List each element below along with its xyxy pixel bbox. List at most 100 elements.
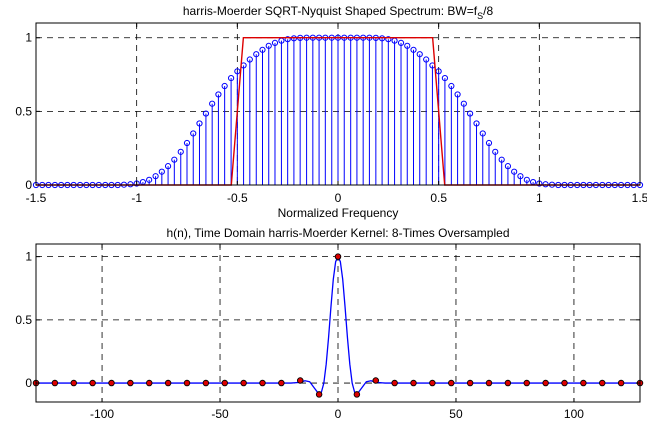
y-tick-label: 1 bbox=[25, 31, 32, 45]
spectrum-stems bbox=[32, 34, 644, 189]
stem-marker bbox=[473, 120, 480, 127]
spectrum-xlabel: Normalized Frequency bbox=[278, 206, 399, 220]
stem-marker bbox=[404, 42, 411, 49]
stem-marker bbox=[416, 51, 423, 58]
stem-marker bbox=[517, 173, 524, 180]
stem-marker bbox=[536, 180, 543, 187]
kernel-sample-marker bbox=[145, 379, 153, 387]
x-tick-label: 50 bbox=[449, 407, 463, 421]
stem-marker bbox=[183, 139, 191, 147]
stem-marker bbox=[259, 46, 266, 53]
kernel-sample-marker bbox=[561, 379, 568, 387]
y-tick-label: 0 bbox=[25, 376, 32, 390]
x-tick-label: -50 bbox=[211, 407, 229, 421]
x-tick-label: -1.5 bbox=[26, 191, 47, 205]
x-tick-label: 0 bbox=[335, 407, 342, 421]
stem-marker bbox=[215, 91, 222, 98]
stem-marker bbox=[265, 42, 272, 49]
kernel-title: h(n), Time Domain harris-Moerder Kernel:… bbox=[167, 226, 510, 240]
kernel-sample-marker bbox=[504, 379, 512, 387]
stem-marker bbox=[127, 181, 134, 188]
y-tick-label: 0 bbox=[25, 178, 32, 192]
x-tick-label: 100 bbox=[564, 407, 584, 421]
stem-marker bbox=[466, 110, 474, 117]
kernel-sample-marker bbox=[599, 379, 606, 387]
stem-marker bbox=[177, 148, 184, 155]
x-tick-label: 1.5 bbox=[632, 191, 647, 205]
kernel-sample-marker bbox=[259, 379, 266, 387]
stem-marker bbox=[271, 39, 279, 46]
stem-marker bbox=[171, 156, 178, 163]
stem-marker bbox=[190, 130, 197, 137]
kernel-sample-marker bbox=[448, 379, 455, 387]
y-tick-label: 0.5 bbox=[15, 313, 32, 327]
kernel-markers bbox=[32, 253, 644, 398]
stem-marker bbox=[460, 100, 467, 107]
stem-marker bbox=[385, 36, 392, 43]
kernel-grid bbox=[36, 244, 640, 402]
kernel-sample-marker bbox=[580, 379, 587, 387]
kernel-subplot: h(n), Time Domain harris-Moerder Kernel:… bbox=[15, 226, 644, 421]
kernel-sample-marker bbox=[89, 379, 96, 387]
kernel-sample-marker bbox=[523, 379, 531, 387]
kernel-sample-marker bbox=[127, 379, 134, 387]
kernel-sample-marker bbox=[51, 379, 59, 387]
stem-marker bbox=[448, 82, 455, 90]
stem-marker bbox=[485, 139, 493, 147]
stem-marker bbox=[479, 130, 486, 137]
x-tick-label: 0.5 bbox=[430, 191, 447, 205]
x-tick-label: -0.5 bbox=[227, 191, 248, 205]
kernel-sample-marker bbox=[466, 379, 474, 387]
kernel-sample-marker bbox=[485, 379, 493, 387]
stem-marker bbox=[492, 148, 499, 155]
kernel-ticks: -100 -50 0 50 100 0 0.5 1 bbox=[15, 244, 640, 421]
x-tick-label: -1 bbox=[131, 191, 142, 205]
stem-marker bbox=[423, 56, 430, 63]
kernel-sample-marker bbox=[410, 379, 417, 387]
y-tick-label: 0.5 bbox=[15, 104, 32, 118]
kernel-sample-marker bbox=[183, 379, 191, 387]
stem-marker bbox=[133, 180, 140, 187]
spectrum-title: harris-Moerder SQRT-Nyquist Shaped Spect… bbox=[183, 4, 494, 21]
kernel-sample-marker bbox=[353, 391, 361, 398]
y-tick-label: 1 bbox=[25, 250, 32, 264]
kernel-sample-marker bbox=[315, 391, 323, 398]
stem-marker bbox=[253, 51, 260, 58]
stem-marker bbox=[164, 163, 172, 170]
kernel-sample-marker bbox=[108, 379, 115, 387]
kernel-sample-marker bbox=[70, 379, 77, 387]
kernel-sample-marker bbox=[391, 379, 398, 387]
stem-marker bbox=[511, 168, 518, 175]
stem-marker bbox=[152, 173, 159, 180]
kernel-sample-marker bbox=[221, 379, 228, 387]
stem-marker bbox=[504, 163, 512, 170]
kernel-sample-marker bbox=[297, 377, 304, 384]
stem-marker bbox=[284, 36, 291, 43]
spectrum-ticks: -1.5 -1 -0.5 0 0.5 1 1.5 0 0.5 1 bbox=[15, 23, 647, 205]
stem-marker bbox=[523, 176, 530, 183]
stem-marker bbox=[202, 110, 210, 117]
kernel-sample-marker bbox=[202, 379, 210, 387]
x-tick-label: 0 bbox=[335, 191, 342, 205]
stem-marker bbox=[441, 74, 449, 82]
stem-marker bbox=[196, 120, 203, 127]
stem-marker bbox=[397, 39, 405, 46]
stem-marker bbox=[542, 181, 549, 188]
stem-marker bbox=[454, 91, 461, 98]
spectrum-subplot: harris-Moerder SQRT-Nyquist Shaped Spect… bbox=[15, 4, 647, 220]
x-tick-label: 1 bbox=[536, 191, 543, 205]
stem-marker bbox=[227, 74, 235, 82]
stem-marker bbox=[246, 56, 253, 63]
stem-marker bbox=[410, 46, 417, 53]
stem-marker bbox=[498, 156, 505, 163]
stem-marker bbox=[209, 100, 216, 107]
kernel-sample-marker bbox=[334, 253, 342, 260]
kernel-sample-marker bbox=[372, 377, 380, 384]
stem-marker bbox=[146, 176, 153, 183]
kernel-sample-marker bbox=[164, 379, 172, 387]
kernel-sample-marker bbox=[278, 379, 285, 387]
x-tick-label: -100 bbox=[90, 407, 114, 421]
kernel-sample-marker bbox=[240, 379, 247, 387]
stem-marker bbox=[158, 168, 165, 175]
